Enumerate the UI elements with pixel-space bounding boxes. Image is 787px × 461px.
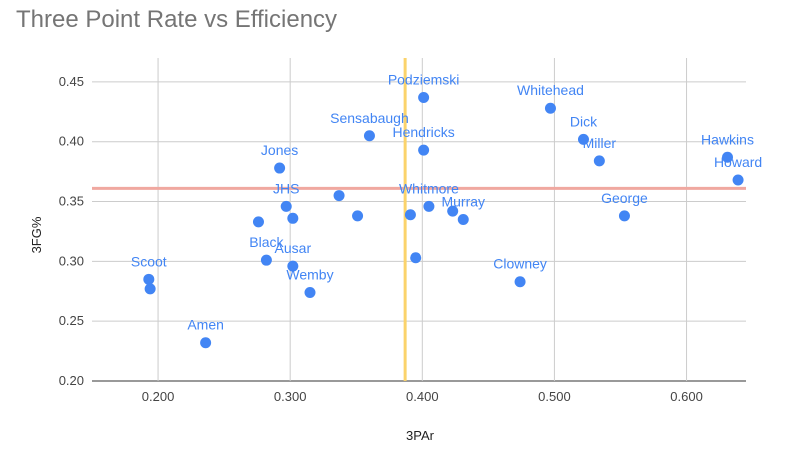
data-point — [722, 151, 734, 163]
data-point — [447, 205, 459, 217]
data-point-label: Whitehead — [517, 82, 584, 98]
y-tick-label: 0.35 — [59, 194, 84, 209]
data-point-label: Clowney — [493, 256, 547, 272]
data-point — [544, 102, 556, 114]
x-tick-label: 0.200 — [142, 389, 175, 404]
tick-labels: 0.20 0.25 0.30 0.35 0.40 0.45 0.200 0.300 0.400 0… — [59, 74, 703, 404]
data-point-label: JHS — [273, 180, 299, 196]
data-point — [404, 209, 416, 221]
y-tick-label: 0.20 — [59, 373, 84, 388]
y-tick-label: 0.40 — [59, 134, 84, 149]
data-point — [423, 200, 435, 212]
data-point-label: Howard — [714, 154, 762, 170]
data-point-label: George — [601, 190, 648, 206]
data-point-label: Jones — [261, 142, 298, 158]
data-point — [143, 273, 155, 285]
data-point — [577, 133, 589, 145]
data-point — [732, 174, 744, 186]
data-point — [618, 210, 630, 222]
data-point — [593, 155, 605, 167]
data-point-label: Scoot — [131, 253, 167, 269]
reference-lines — [92, 58, 746, 381]
data-point-label: Amen — [187, 317, 224, 333]
data-point — [418, 144, 430, 156]
y-axis-title: 3FG% — [29, 216, 44, 253]
data-point — [144, 283, 156, 295]
data-point-label: Ausar — [275, 240, 312, 256]
data-points — [143, 91, 744, 349]
data-point — [333, 190, 345, 202]
x-tick-label: 0.400 — [406, 389, 439, 404]
point-labels: Scoot Amen Black Jones JHS Ausar Wemby Sensabau… — [131, 71, 762, 332]
data-point-label: Dick — [570, 113, 598, 129]
data-point — [274, 162, 286, 174]
data-point-label: Podziemski — [388, 71, 460, 87]
data-point-label: Whitmore — [399, 180, 459, 196]
data-point-label: Sensabaugh — [330, 110, 409, 126]
data-point — [287, 260, 299, 272]
data-point-label: Black — [249, 234, 284, 250]
data-point — [287, 212, 299, 224]
x-tick-label: 0.600 — [670, 389, 703, 404]
data-point — [410, 252, 422, 264]
x-axis-title: 3PAr — [406, 428, 435, 443]
y-tick-label: 0.45 — [59, 74, 84, 89]
data-point — [252, 216, 264, 228]
data-point-label: Miller — [583, 135, 617, 151]
data-point — [200, 337, 212, 349]
y-tick-label: 0.25 — [59, 313, 84, 328]
data-point — [352, 210, 364, 222]
x-tick-label: 0.300 — [274, 389, 307, 404]
data-point-label: Hawkins — [701, 131, 754, 147]
x-tick-label: 0.500 — [538, 389, 571, 404]
data-point — [280, 200, 292, 212]
data-point-label: Murray — [441, 194, 485, 210]
data-point-label: Hendricks — [392, 124, 454, 140]
data-point — [304, 286, 316, 298]
y-tick-label: 0.30 — [59, 253, 84, 268]
data-point — [418, 91, 430, 103]
chart-title: Three Point Rate vs Efficiency — [16, 6, 338, 33]
data-point — [514, 276, 526, 288]
data-point — [363, 130, 375, 142]
data-point-label: Wemby — [286, 266, 333, 282]
data-point — [457, 214, 469, 225]
data-point — [260, 254, 272, 266]
